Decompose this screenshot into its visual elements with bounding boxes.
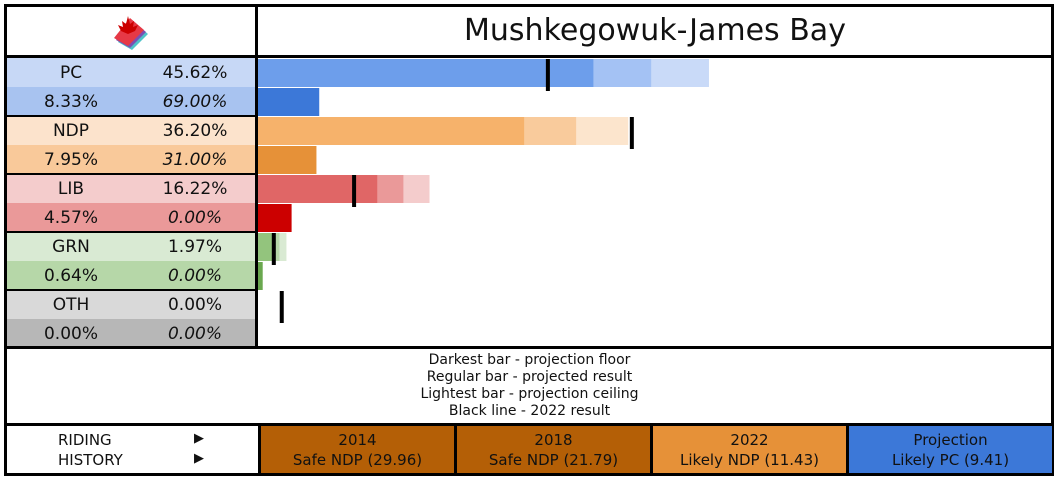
projected-bar [258, 175, 378, 203]
party-name: OTH [7, 290, 135, 319]
arrow-right-icon: ▶ [194, 431, 204, 446]
projected-share: 1.97% [135, 232, 255, 261]
floor-share: 7.95% [7, 145, 135, 174]
legend: Darkest bar - projection floor Regular b… [7, 349, 1052, 423]
win-probability: 31.00% [135, 145, 255, 174]
floor-bar [258, 262, 263, 290]
result-2022-marker [352, 175, 357, 207]
result-2022-marker [629, 117, 634, 149]
floor-share: 0.00% [7, 319, 135, 348]
legend-item: Lightest bar - projection ceiling [420, 386, 639, 402]
party-divider [7, 173, 255, 175]
floor-share: 4.57% [7, 203, 135, 232]
history-result: Likely NDP (11.43) [680, 450, 819, 469]
history-label: RIDING [58, 431, 112, 449]
divider [7, 423, 1052, 426]
history-year: 2018 [534, 430, 573, 449]
history-box: 2022 Likely NDP (11.43) [650, 426, 846, 473]
legend-item: Regular bar - projected result [426, 369, 633, 385]
floor-bar [258, 146, 317, 174]
projected-share: 16.22% [135, 174, 255, 203]
projected-bar [258, 59, 594, 87]
party-name: GRN [7, 232, 135, 261]
win-probability: 0.00% [135, 261, 255, 290]
win-probability: 69.00% [135, 87, 255, 116]
history-result: Likely PC (9.41) [891, 450, 1010, 469]
party-divider [7, 115, 255, 117]
floor-share: 8.33% [7, 87, 135, 116]
history-label: HISTORY [58, 451, 123, 469]
party-divider [7, 289, 255, 291]
divider [7, 346, 1052, 349]
result-2022-marker [279, 291, 284, 323]
party-divider [7, 231, 255, 233]
projected-bar [258, 233, 273, 261]
history-year: 2022 [730, 430, 769, 449]
history-result: Safe NDP (21.79) [488, 450, 619, 469]
floor-bar [258, 204, 292, 232]
floor-bar [258, 88, 320, 116]
projected-share: 0.00% [135, 290, 255, 319]
party-name: LIB [7, 174, 135, 203]
projected-bar [258, 117, 525, 145]
history-box: 2014 Safe NDP (29.96) [258, 426, 454, 473]
legend-item: Black line - 2022 result [448, 403, 611, 419]
projected-share: 45.62% [135, 58, 255, 87]
divider [7, 55, 1052, 58]
chart-frame [4, 4, 1054, 476]
logo-icon [104, 12, 154, 52]
floor-share: 0.64% [7, 261, 135, 290]
history-result: Safe NDP (29.96) [292, 450, 423, 469]
history-year: Projection [913, 430, 988, 449]
divider [255, 7, 258, 347]
party-name: PC [7, 58, 135, 87]
history-year: 2014 [338, 430, 377, 449]
arrow-right-icon: ▶ [194, 451, 204, 466]
result-2022-marker [271, 233, 276, 265]
result-2022-marker [545, 59, 550, 91]
history-box: 2018 Safe NDP (21.79) [454, 426, 650, 473]
win-probability: 0.00% [135, 203, 255, 232]
bar-chart [258, 59, 709, 323]
legend-item: Darkest bar - projection floor [428, 352, 631, 368]
projected-share: 36.20% [135, 116, 255, 145]
win-probability: 0.00% [135, 319, 255, 348]
party-name: NDP [7, 116, 135, 145]
chart-title: Mushkegowuk-James Bay [464, 13, 846, 48]
history-box: Projection Likely PC (9.41) [846, 426, 1052, 473]
